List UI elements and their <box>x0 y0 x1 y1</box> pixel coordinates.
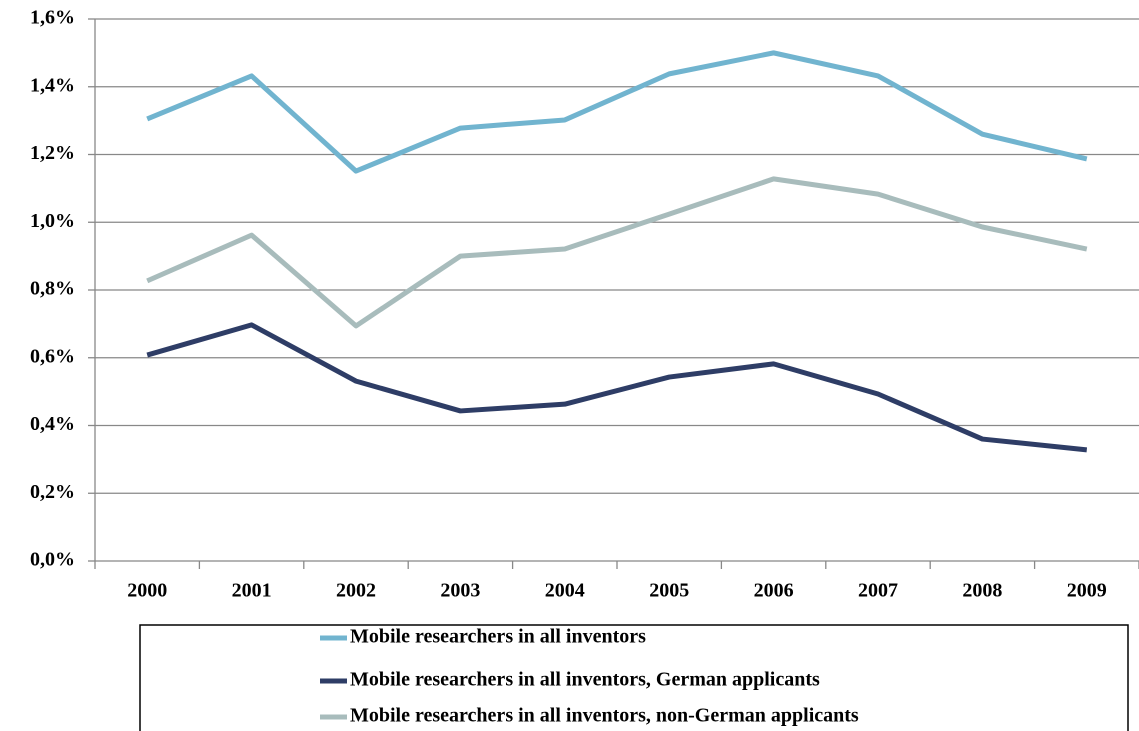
line-series <box>146 322 1088 453</box>
x-tick-label: 2003 <box>440 580 480 602</box>
line-series <box>146 50 1088 174</box>
x-tick-label: 2004 <box>545 580 585 602</box>
line-series <box>146 176 1088 329</box>
x-tick-label: 2005 <box>649 580 689 602</box>
legend-label: Mobile researchers in all inventors, Ger… <box>350 669 820 691</box>
x-tick-label: 2002 <box>336 580 376 602</box>
x-tick-label: 2006 <box>754 580 794 602</box>
y-tick-label: 0,6% <box>30 345 75 367</box>
y-tick-label: 1,6% <box>30 7 75 29</box>
x-tick-label: 2000 <box>127 580 167 602</box>
legend-box <box>139 624 1129 731</box>
legend-label: Mobile researchers in all inventors, non… <box>350 705 859 727</box>
x-tick-label: 2007 <box>858 580 898 602</box>
y-tick-label: 1,0% <box>30 210 75 232</box>
y-tick-label: 0,8% <box>30 278 75 300</box>
y-tick-label: 0,0% <box>30 549 75 571</box>
y-tick-label: 0,4% <box>30 413 75 435</box>
legend-label: Mobile researchers in all inventors <box>350 626 646 648</box>
y-tick-label: 1,2% <box>30 142 75 164</box>
x-tick-label: 2001 <box>232 580 272 602</box>
x-tick-label: 2009 <box>1067 580 1107 602</box>
y-tick-label: 1,4% <box>30 74 75 96</box>
y-tick-label: 0,2% <box>30 481 75 503</box>
x-tick-label: 2008 <box>962 580 1002 602</box>
